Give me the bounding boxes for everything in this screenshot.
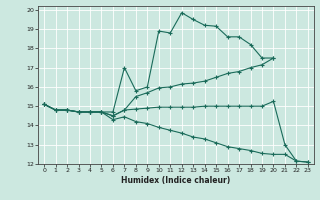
X-axis label: Humidex (Indice chaleur): Humidex (Indice chaleur): [121, 176, 231, 185]
